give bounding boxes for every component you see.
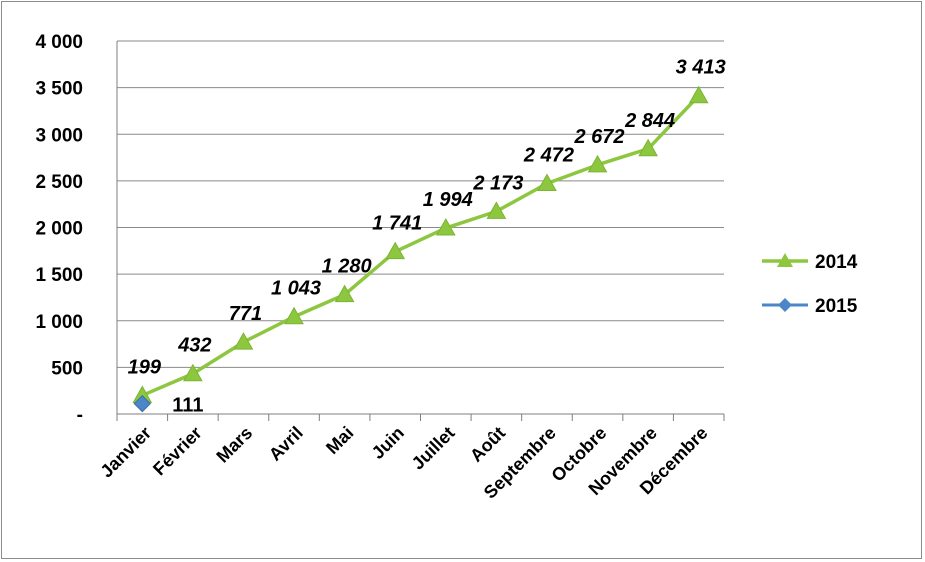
x-tick-label: Août bbox=[466, 423, 509, 466]
legend-label-2014: 2014 bbox=[815, 252, 858, 273]
data-label-2014: 432 bbox=[177, 335, 211, 357]
x-tick-label: Mars bbox=[212, 423, 256, 467]
y-tick-label: 1 500 bbox=[35, 265, 83, 286]
data-point-2014 bbox=[638, 138, 658, 157]
data-label-2014: 1 741 bbox=[372, 213, 422, 235]
legend-label-2015: 2015 bbox=[815, 296, 858, 317]
data-point-2014 bbox=[284, 306, 304, 325]
x-tick-label: Janvier bbox=[96, 423, 155, 482]
x-tick-label: Juin bbox=[368, 423, 408, 463]
data-point-2014 bbox=[486, 201, 507, 219]
data-point-2014 bbox=[435, 218, 456, 236]
y-tick-label: 3 500 bbox=[35, 79, 83, 100]
data-label-2014: 2 844 bbox=[624, 110, 675, 132]
data-label-2014: 2 472 bbox=[523, 144, 574, 166]
y-tick-label: 500 bbox=[51, 358, 83, 379]
data-label-2014: 1 043 bbox=[271, 278, 321, 300]
data-point-2014 bbox=[688, 85, 709, 104]
data-point-2014 bbox=[183, 363, 203, 382]
x-tick-label: Mai bbox=[322, 423, 357, 458]
data-point-2014 bbox=[587, 154, 608, 173]
data-point-2014 bbox=[385, 241, 406, 260]
data-label-2015: 111 bbox=[172, 395, 203, 417]
data-point-2014 bbox=[233, 332, 254, 350]
legend-marker-2015 bbox=[778, 298, 792, 312]
y-tick-label: 3 000 bbox=[35, 125, 83, 146]
x-tick-label: Février bbox=[149, 423, 206, 480]
data-label-2014: 1 280 bbox=[322, 256, 372, 278]
data-label-2014: 1 994 bbox=[423, 189, 473, 211]
data-point-2015 bbox=[133, 394, 151, 413]
data-label-2014: 199 bbox=[128, 356, 162, 378]
y-tick-label: 2 000 bbox=[35, 219, 83, 240]
y-tick-label: 2 500 bbox=[35, 172, 83, 193]
data-point-2014 bbox=[537, 173, 557, 191]
y-tick-label: 1 000 bbox=[35, 312, 83, 333]
data-label-2014: 2 672 bbox=[574, 126, 625, 148]
y-tick-label: 4 000 bbox=[35, 32, 83, 53]
y-tick-label: - bbox=[77, 405, 83, 426]
data-label-2014: 771 bbox=[229, 303, 262, 325]
data-label-2014: 2 173 bbox=[472, 172, 523, 194]
data-point-2014 bbox=[334, 284, 355, 303]
x-tick-label: Juillet bbox=[408, 423, 459, 474]
x-tick-label: Avril bbox=[265, 423, 307, 465]
legend-marker-2014 bbox=[777, 253, 793, 267]
data-label-2014: 3 413 bbox=[676, 57, 726, 79]
